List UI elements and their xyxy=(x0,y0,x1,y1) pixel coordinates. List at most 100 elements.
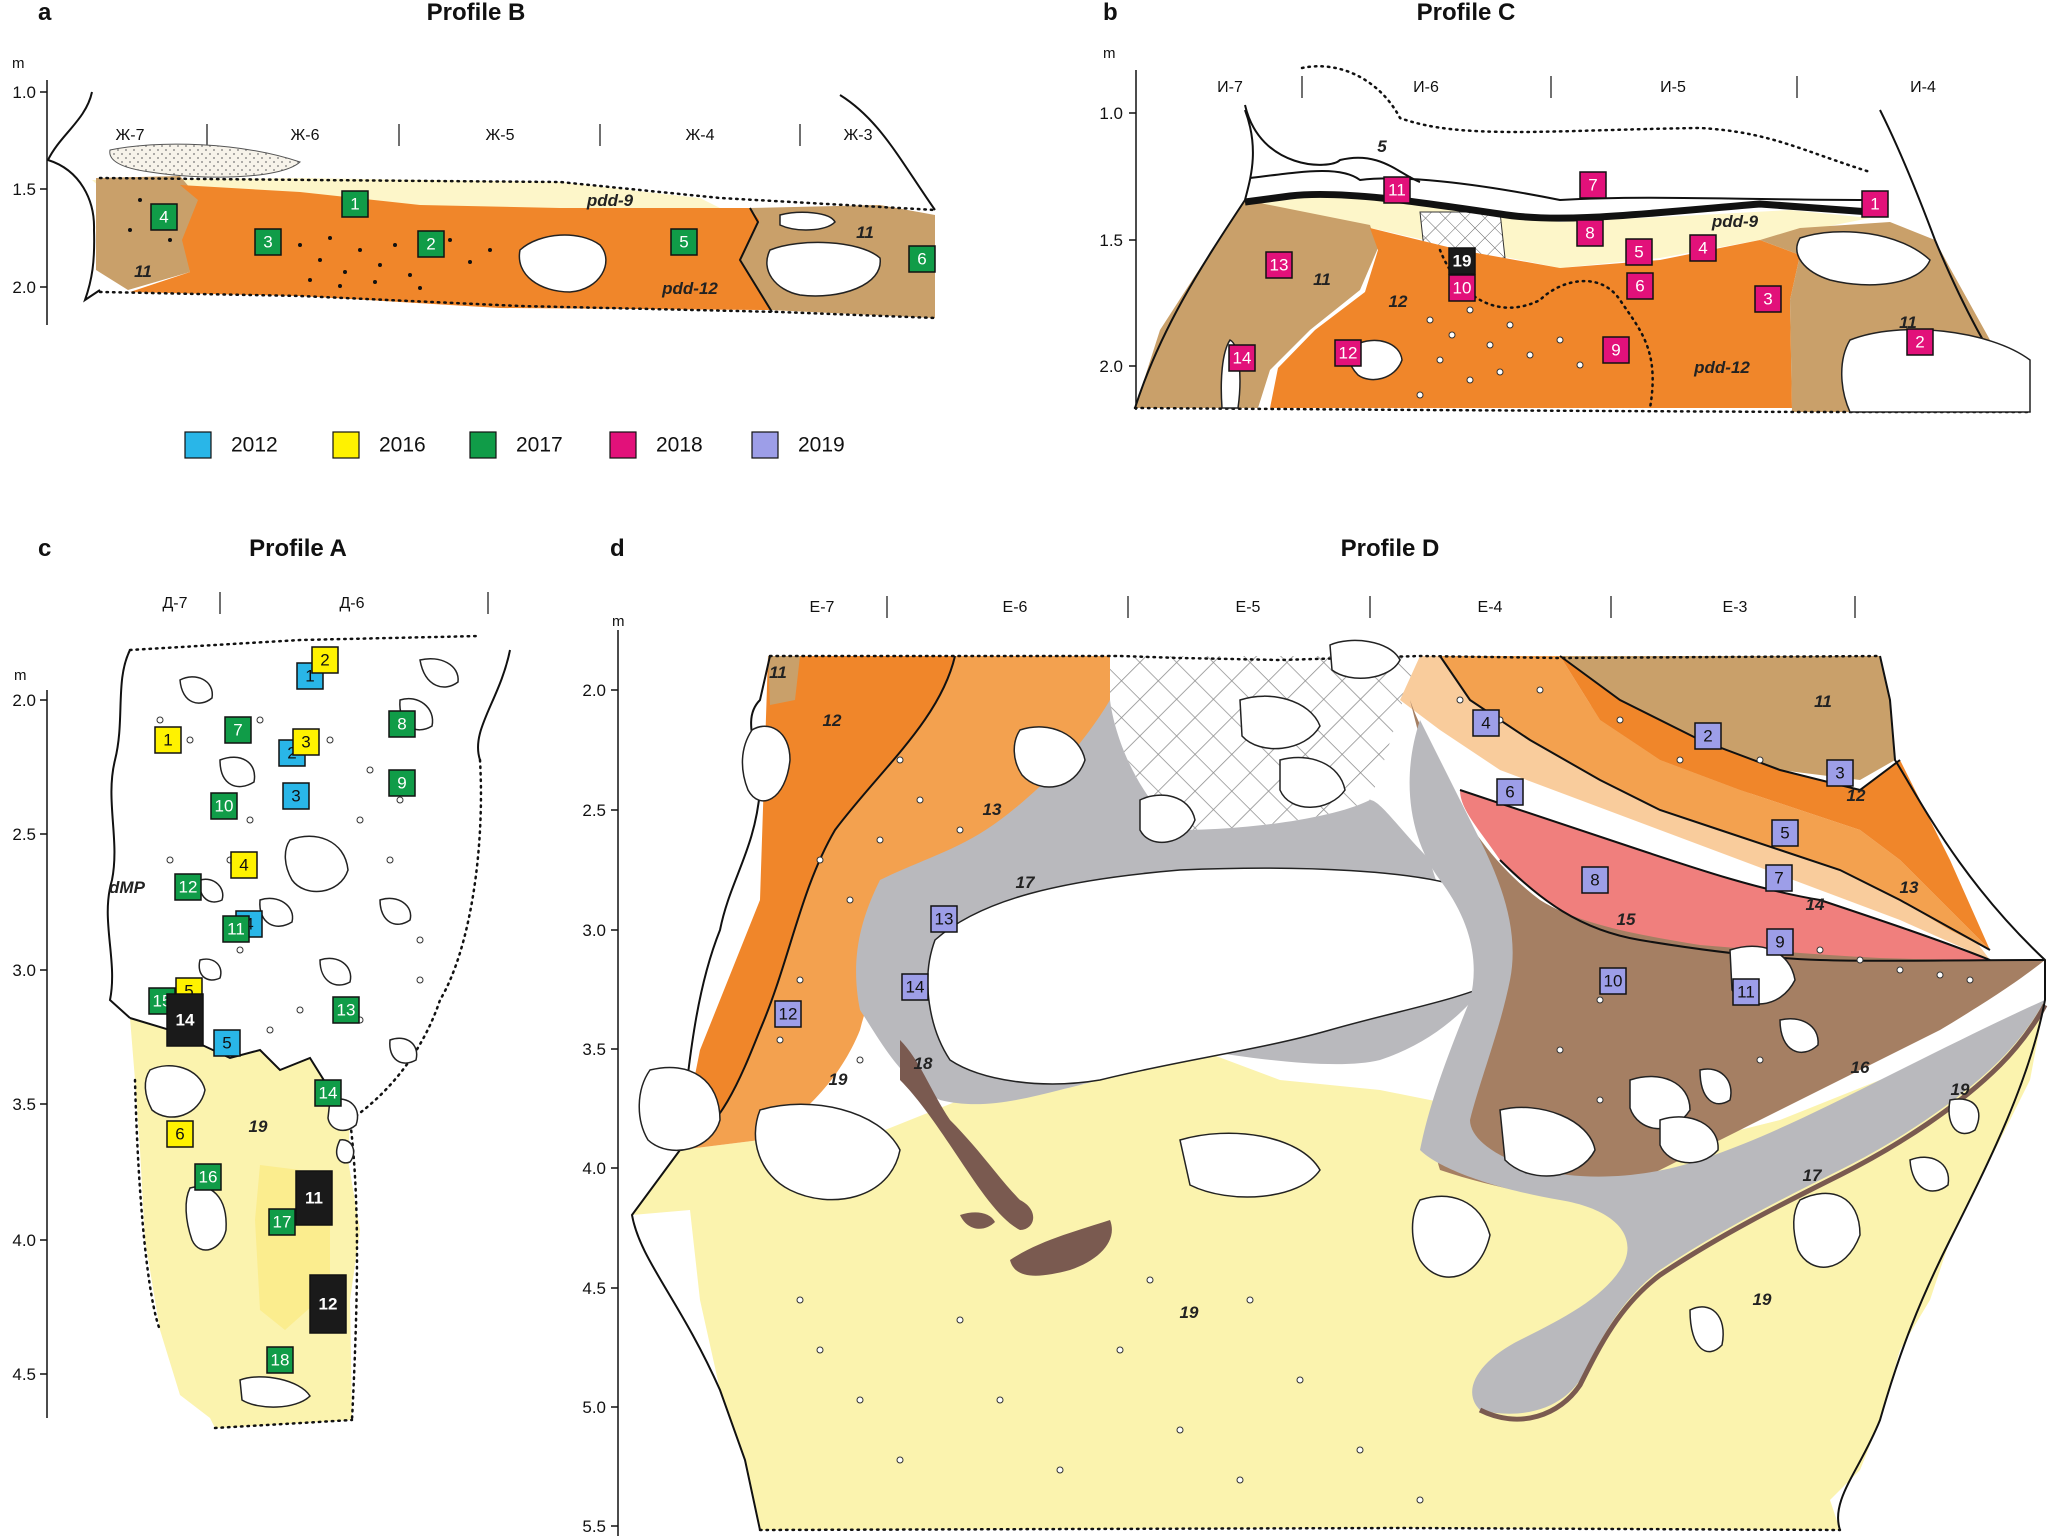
sample-box xyxy=(930,905,958,933)
sample-number: 4 xyxy=(1481,714,1490,733)
sample-marker: 10 xyxy=(1599,967,1627,995)
sample-marker: 9 xyxy=(1602,336,1630,364)
sample-markers: 1 2 3 4 5 6 7 8 9 10 11 12 13 14 19 xyxy=(1228,171,1934,372)
rock xyxy=(1689,1306,1724,1353)
legend-label: 2012 xyxy=(231,434,278,457)
layer-boundary xyxy=(1459,789,1991,961)
stipple-lens xyxy=(109,143,301,178)
sample-marker: 2 xyxy=(311,646,339,674)
rock xyxy=(1699,1068,1732,1105)
section-outline xyxy=(839,94,936,211)
sample-marker: 8 xyxy=(1576,219,1604,247)
gravel-cluster xyxy=(1416,306,1584,399)
square-label: Д-7 xyxy=(162,595,187,612)
sample-number: 12 xyxy=(1339,344,1358,363)
rock xyxy=(284,835,349,893)
sample-marker: 11 xyxy=(222,915,250,943)
sample-number: 8 xyxy=(1590,871,1599,890)
rock xyxy=(1659,1116,1719,1164)
sample-box xyxy=(292,728,320,756)
sample-number: 5 xyxy=(679,233,688,252)
square-label: Ж-6 xyxy=(291,127,320,144)
sample-number: 14 xyxy=(1233,349,1252,368)
sample-box xyxy=(268,1208,296,1236)
sample-marker: 2 xyxy=(417,230,445,258)
legend-swatch xyxy=(751,431,779,459)
axis-tick-label: 3.0 xyxy=(582,921,606,940)
axis-tick-label: 4.0 xyxy=(582,1159,606,1178)
sample-box xyxy=(670,228,698,256)
layer-boundary xyxy=(679,655,956,1151)
square-label: Е-4 xyxy=(1478,599,1503,616)
sample-number: 6 xyxy=(917,250,926,269)
rock xyxy=(518,234,607,293)
square-label: Ж-3 xyxy=(844,127,873,144)
square-label: Д-6 xyxy=(339,595,364,612)
sample-box xyxy=(213,1029,241,1057)
sample-markers: 1 2 1 2 3 3 4 4 5 5 6 7 8 9 10 11 12 13 … xyxy=(148,646,416,1374)
rock xyxy=(1796,230,1931,286)
sample-number: 13 xyxy=(1270,256,1289,275)
sample-number: 5 xyxy=(184,982,193,1001)
sample-box xyxy=(1906,328,1934,356)
thick-boundary xyxy=(1244,190,1871,222)
sample-marker: 4 xyxy=(1472,709,1500,737)
layer5-line xyxy=(1249,170,1869,202)
sample-number: 3 xyxy=(1835,764,1844,783)
sample-box xyxy=(1732,978,1760,1006)
sample-box xyxy=(1826,759,1854,787)
sample-number: 10 xyxy=(1604,972,1623,991)
rock xyxy=(199,878,224,903)
axis-unit: m xyxy=(12,55,25,72)
layer-labels: 11 12 13 17 18 19 11 12 13 14 15 16 17 1… xyxy=(769,663,1970,1322)
sample-box xyxy=(388,710,416,738)
sample-box xyxy=(222,915,250,943)
depth-axis: m 2.0 2.5 3.0 3.5 4.0 4.5 5.0 5.5 xyxy=(582,613,625,1536)
sample-marker: 5 xyxy=(1625,238,1653,266)
section-right xyxy=(348,758,483,1422)
sample-box xyxy=(341,190,369,218)
layer-label: 18 xyxy=(914,1054,933,1073)
legend-item: 2016 xyxy=(332,431,426,459)
layer-label: 19 xyxy=(1951,1080,1970,1099)
rock xyxy=(336,1139,355,1164)
rock xyxy=(1329,639,1401,680)
layer-boundary xyxy=(738,207,773,313)
legend-label: 2017 xyxy=(516,434,563,457)
layer-label: dMP xyxy=(109,878,146,897)
white-boulder xyxy=(927,867,1509,1085)
sample-marker: 4 xyxy=(230,851,258,879)
square-label: Ж-5 xyxy=(486,127,515,144)
layer-18-lens xyxy=(1010,1220,1112,1276)
sample-number: 2 xyxy=(1703,727,1712,746)
sample-box xyxy=(1599,967,1627,995)
axis-tick-label: 4.5 xyxy=(12,1365,36,1384)
sample-number: 12 xyxy=(179,878,198,897)
square-grid-labels: Е-7 Е-6 Е-5 Е-4 Е-3 xyxy=(810,596,1856,618)
sample-number: 16 xyxy=(199,1168,218,1187)
panel-letter: d xyxy=(610,535,625,562)
layer-pdd9 xyxy=(92,178,720,212)
sample-number: 3 xyxy=(291,787,300,806)
axis-tick-label: 1.0 xyxy=(12,83,36,102)
layer-pdd9 xyxy=(1245,192,1870,268)
sample-marker: 3 xyxy=(1826,759,1854,787)
sample-marker: 2 xyxy=(1906,328,1934,356)
sample-box xyxy=(1228,344,1256,372)
panel-title: Profile C xyxy=(1417,0,1516,26)
layer-label: 19 xyxy=(1180,1303,1199,1322)
sample-marker: 16 xyxy=(194,1163,222,1191)
rock xyxy=(1948,1098,1980,1135)
sample-box xyxy=(1754,285,1782,313)
sample-box xyxy=(266,1346,294,1374)
sample-marker: 4 xyxy=(1689,234,1717,262)
rock xyxy=(239,1376,311,1408)
sample-box xyxy=(224,716,252,744)
sample-number: 12 xyxy=(319,1295,338,1314)
square-label: Ж-4 xyxy=(686,127,715,144)
panel-d-profile-d: d Profile D m 2.0 2.5 3.0 3.5 4.0 4.5 5.… xyxy=(582,535,2048,1536)
sample-marker: 6 xyxy=(1626,272,1654,300)
legend-label: 2019 xyxy=(798,434,845,457)
section-top xyxy=(128,634,482,652)
legend: 2012 2016 2017 2018 2019 xyxy=(184,431,845,459)
